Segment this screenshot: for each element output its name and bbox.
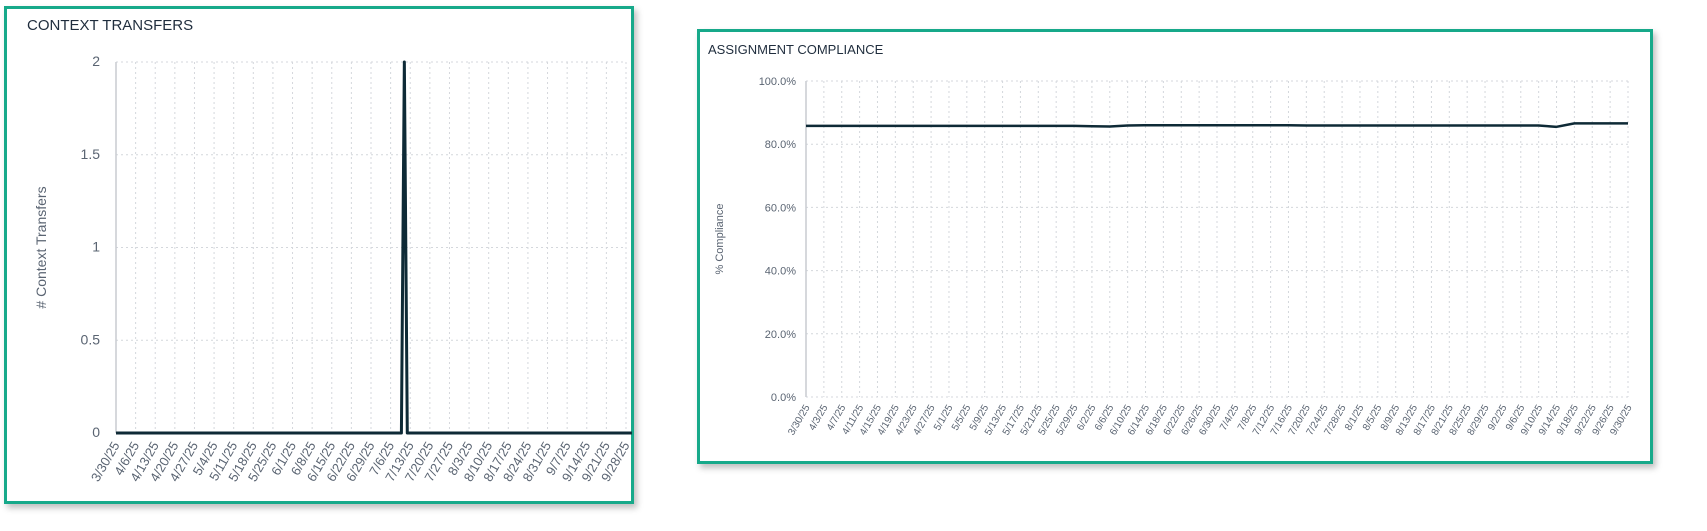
card-title: CONTEXT TRANSFERS <box>27 17 194 34</box>
context-transfers-card: CONTEXT TRANSFERS <box>4 6 634 504</box>
card-title: ASSIGNMENT COMPLIANCE <box>708 42 884 57</box>
assignment-compliance-card: ASSIGNMENT COMPLIANCE <box>697 29 1653 464</box>
